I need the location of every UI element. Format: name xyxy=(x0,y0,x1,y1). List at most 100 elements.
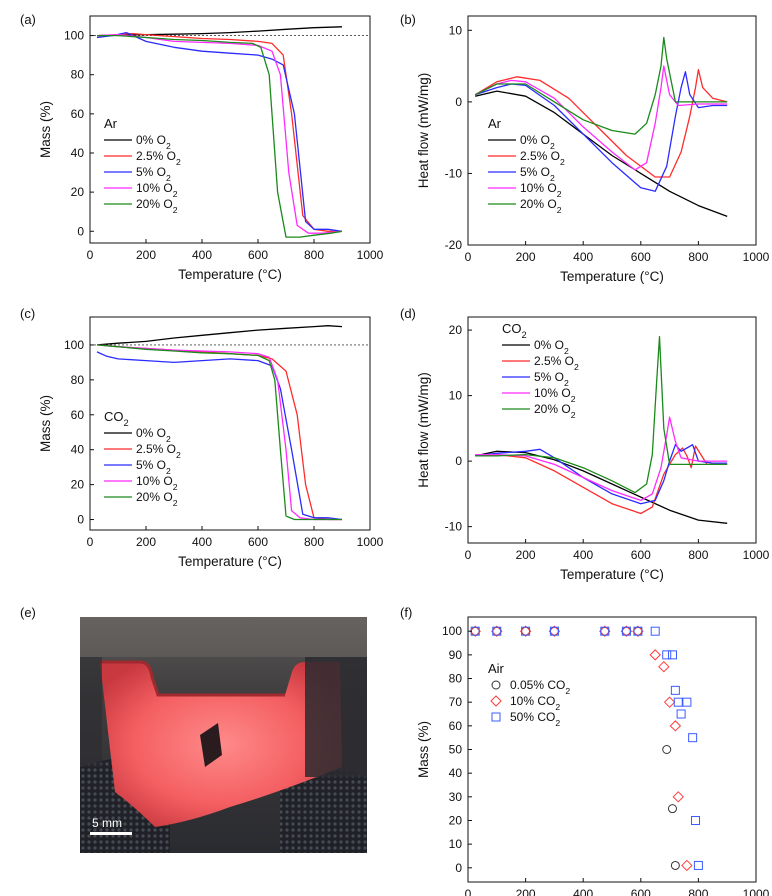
y-tick-label: 100 xyxy=(64,29,84,43)
panel-b: (b) 0 200 400 600 800 1000 -20 -10 0 10 Temperature… xyxy=(400,12,770,284)
series-line-1 xyxy=(475,445,728,515)
y-axis-label: Heat flow (mW/mg) xyxy=(416,372,431,488)
y-tick-label: 0 xyxy=(77,513,84,527)
series-group xyxy=(469,625,703,872)
point-circle xyxy=(670,860,680,870)
y-tick-label: -10 xyxy=(445,520,463,534)
legend-label: 0.05% CO2 xyxy=(510,678,570,696)
y-tick-label: 0 xyxy=(455,95,462,109)
x-tick-label: 1000 xyxy=(743,548,770,562)
legend-title: Air xyxy=(488,661,505,676)
legend-title: CO2 xyxy=(502,321,527,340)
point-square xyxy=(667,650,677,660)
legend-label: 0% O2 xyxy=(136,133,171,151)
series-group xyxy=(96,26,343,238)
point-square xyxy=(670,685,680,695)
panel-label-b: (b) xyxy=(400,12,416,27)
point-diamond xyxy=(519,625,532,637)
x-axis-label: Temperature (°C) xyxy=(560,269,664,284)
y-tick-label: -10 xyxy=(445,166,463,180)
y-axis-label: Mass (%) xyxy=(38,101,53,158)
x-tick-label: 1000 xyxy=(357,248,384,262)
point-square xyxy=(691,815,701,825)
series-line-3 xyxy=(96,33,343,234)
legend-label: 10% O2 xyxy=(136,181,178,199)
x-tick-label: 0 xyxy=(87,248,94,262)
x-tick-label: 1000 xyxy=(743,887,770,896)
y-tick-label: 0 xyxy=(455,861,462,875)
y-tick-label: 60 xyxy=(71,408,85,422)
y-tick-label: 40 xyxy=(449,766,463,780)
point-diamond xyxy=(681,859,693,872)
point-diamond xyxy=(599,625,611,637)
legend-marker xyxy=(490,695,502,707)
x-tick-label: 600 xyxy=(248,248,268,262)
panel-label-f: (f) xyxy=(400,605,412,620)
y-tick-label: 10 xyxy=(449,389,463,403)
legend-title: Ar xyxy=(488,116,502,131)
x-tick-label: 600 xyxy=(631,548,651,562)
furnace-photo: 5 mm xyxy=(80,617,367,853)
point-square xyxy=(693,860,703,870)
x-tick-label: 400 xyxy=(573,548,593,562)
series-group xyxy=(96,325,343,521)
series-group xyxy=(475,336,728,524)
legend-title: CO2 xyxy=(104,409,129,428)
x-tick-label: 200 xyxy=(516,887,536,896)
panel-d: (d)0 200 400 600 800 1000-1001020Temperature … xyxy=(400,306,770,582)
panel-label-e: (e) xyxy=(20,605,36,620)
point-diamond xyxy=(548,625,561,637)
series-line-3 xyxy=(96,344,342,521)
legend-marker xyxy=(491,712,501,722)
point-square xyxy=(521,626,531,636)
x-axis-label: Temperature (°C) xyxy=(178,267,282,282)
series-line-3 xyxy=(474,65,728,171)
series-line-2 xyxy=(96,31,343,232)
x-tick-label: 0 xyxy=(465,250,472,264)
series-line-0 xyxy=(475,90,728,218)
y-tick-label: 80 xyxy=(71,373,85,387)
plot-frame xyxy=(467,15,757,246)
legend-label: 10% CO2 xyxy=(510,694,560,712)
y-tick-label: 0 xyxy=(77,224,84,238)
x-tick-label: 0 xyxy=(465,887,472,896)
legend-label: 5% O2 xyxy=(534,370,569,388)
y-tick-label: 30 xyxy=(449,790,463,804)
photo-panel-e: 5 mm xyxy=(80,617,367,853)
plot-frame xyxy=(467,316,757,544)
x-tick-label: 800 xyxy=(304,535,324,549)
y-tick-label: 10 xyxy=(449,23,463,37)
point-square xyxy=(676,709,686,719)
legend-label: 5% O2 xyxy=(520,165,555,183)
x-tick-label: 600 xyxy=(631,887,651,896)
point-square xyxy=(673,697,683,707)
series-line-4 xyxy=(96,344,342,521)
legend-label: 20% O2 xyxy=(520,197,562,215)
y-tick-label: 10 xyxy=(449,837,463,851)
y-axis-label: Mass (%) xyxy=(416,721,431,778)
point-square xyxy=(492,626,502,636)
y-tick-label: 90 xyxy=(449,648,463,662)
legend-label: 20% O2 xyxy=(136,197,178,215)
plot-frame xyxy=(89,316,371,531)
x-tick-label: 800 xyxy=(304,248,324,262)
plot-frame xyxy=(89,15,371,244)
point-square xyxy=(682,697,692,707)
series-group xyxy=(474,36,728,218)
y-tick-label: 100 xyxy=(64,338,84,352)
point-diamond xyxy=(469,625,481,637)
y-tick-label: 20 xyxy=(449,323,463,337)
y-tick-label: 100 xyxy=(442,624,462,638)
plot-frame xyxy=(467,616,757,883)
point-square xyxy=(688,733,698,743)
series-line-0 xyxy=(96,325,343,346)
point-square xyxy=(621,626,631,636)
legend-label: 10% O2 xyxy=(534,386,576,404)
panel-label-a: (a) xyxy=(20,12,36,27)
panel-f: (f) 0 200 400 600 800 1000 0 10 20 30 40 50 60 70 80 90 1… xyxy=(400,605,770,896)
x-tick-label: 800 xyxy=(688,250,708,264)
legend-marker xyxy=(491,680,501,690)
point-square xyxy=(600,626,610,636)
legend-title: Ar xyxy=(104,116,118,131)
x-tick-label: 800 xyxy=(688,887,708,896)
